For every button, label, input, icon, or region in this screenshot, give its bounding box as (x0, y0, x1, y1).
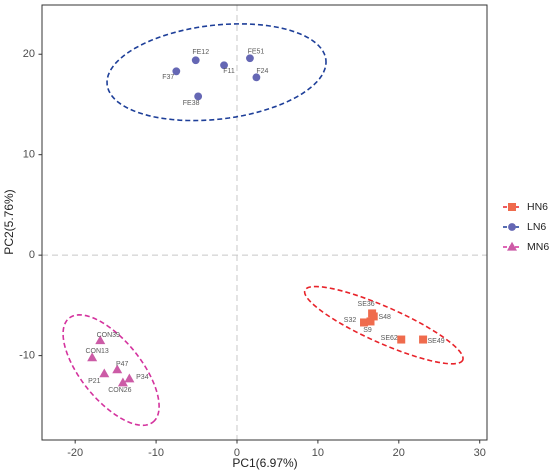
point-label-s9: S9 (363, 327, 372, 334)
point-fe38 (194, 92, 203, 101)
ellipse-hn6 (303, 285, 464, 365)
point-con13 (87, 352, 98, 362)
legend-item-ln6: LN6 (503, 221, 546, 233)
y-tick-label: 10 (23, 149, 35, 161)
point-label-fe38: FE38 (183, 100, 200, 107)
point-s9 (366, 317, 375, 326)
point-s32 (360, 318, 369, 327)
y-tick-label: 0 (29, 249, 35, 261)
series-mn6: CON39 CON13 P47 P21 P34 CON26 (85, 332, 148, 394)
x-tick-label: -10 (148, 447, 164, 459)
point-s48 (369, 312, 378, 321)
point-f37 (172, 67, 181, 76)
point-label-fe51: FE51 (248, 49, 265, 56)
point-p34 (124, 373, 135, 383)
point-label-con13: CON13 (85, 348, 108, 355)
legend-key-marker (508, 203, 516, 211)
point-label-con39: CON39 (97, 332, 120, 339)
point-se49 (419, 335, 428, 344)
point-label-f37: F37 (162, 74, 174, 81)
point-label-se62: SE62 (381, 335, 398, 342)
legend-key-marker (507, 241, 517, 251)
plot-border (41, 4, 488, 441)
legend-key-marker (508, 223, 516, 231)
point-label-s32: S32 (344, 317, 357, 324)
point-label-p21: P21 (88, 378, 101, 385)
y-tick-label: -10 (19, 350, 35, 362)
point-fe12 (191, 56, 200, 65)
x-axis-title: PC1(6.97%) (232, 456, 297, 470)
point-label-se36: SE36 (358, 301, 375, 308)
legend-label: HN6 (527, 201, 548, 213)
point-label-fe12: FE12 (192, 49, 209, 56)
point-label-f11: F11 (223, 68, 235, 75)
point-f24 (252, 73, 261, 82)
point-f11 (220, 61, 228, 70)
legend-item-hn6: HN6 (503, 201, 548, 213)
x-tick-label: 30 (474, 447, 486, 459)
point-con26 (117, 377, 128, 387)
point-label-con26: CON26 (108, 387, 131, 394)
y-axis-title: PC2(5.76%) (2, 189, 16, 254)
x-tick-label: 0 (234, 447, 240, 459)
y-tick-label: 20 (23, 48, 35, 60)
x-tick-label: 20 (393, 447, 405, 459)
point-p47 (112, 364, 123, 374)
point-label-p34: P34 (136, 374, 149, 381)
point-label-p47: P47 (116, 361, 129, 368)
point-label-f24: F24 (256, 68, 268, 75)
ellipse-ln6 (106, 23, 327, 122)
legend-label: LN6 (527, 221, 546, 233)
ellipse-mn6 (62, 314, 160, 427)
point-fe51 (246, 54, 254, 63)
point-con39 (95, 335, 106, 345)
point-p21 (99, 368, 110, 378)
point-se62 (397, 335, 406, 344)
legend: HN6 LN6 MN6 (503, 201, 549, 253)
x-tick-label: -20 (67, 447, 83, 459)
point-label-s48: S48 (378, 314, 391, 321)
series-ln6: FE12 FE51 F37 F11 F24 FE38 (162, 49, 268, 107)
x-tick-label: 10 (312, 447, 324, 459)
legend-item-mn6: MN6 (503, 241, 549, 253)
legend-label: MN6 (527, 241, 549, 253)
point-label-se49: SE49 (428, 338, 445, 345)
